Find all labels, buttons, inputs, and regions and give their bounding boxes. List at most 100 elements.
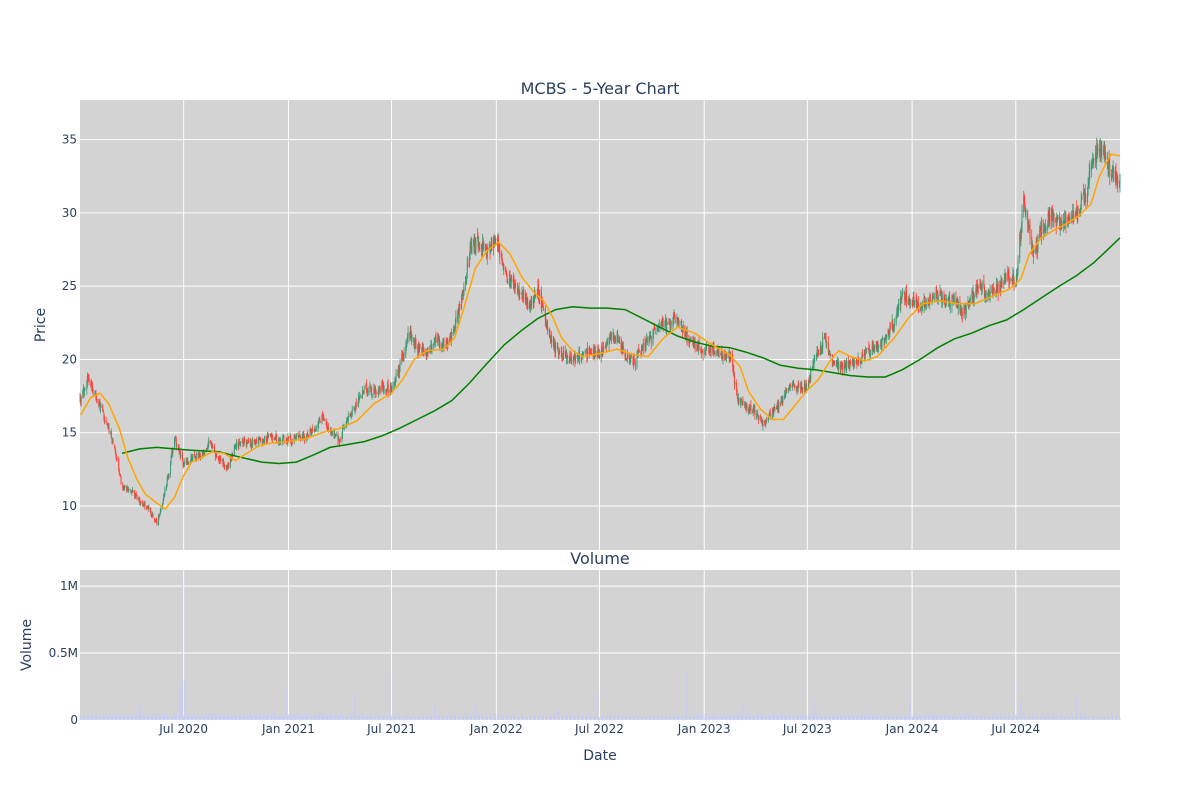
volume-bar <box>883 716 885 720</box>
volume-bar <box>634 717 636 720</box>
candle-body <box>409 332 411 338</box>
candle-body <box>293 435 295 441</box>
candle-body <box>633 357 635 364</box>
candle-body <box>262 441 264 443</box>
volume-bar <box>355 715 357 720</box>
candle-body <box>708 346 710 352</box>
volume-bar <box>676 713 678 720</box>
candle-body <box>264 436 266 442</box>
volume-bar <box>485 713 487 720</box>
volume-bar <box>354 693 356 720</box>
volume-bar <box>601 717 603 720</box>
candle-body <box>1015 275 1017 285</box>
candle-body <box>552 340 554 343</box>
volume-bar <box>730 715 731 720</box>
volume-bar <box>945 714 947 720</box>
volume-bar <box>354 693 355 720</box>
candle-body <box>1065 215 1067 226</box>
volume-bar <box>868 716 870 720</box>
volume-bar <box>146 713 148 720</box>
candle-body <box>888 329 890 335</box>
volume-bar <box>972 714 973 720</box>
candle-body <box>694 342 696 350</box>
candle-body <box>577 356 579 362</box>
candle-body <box>1031 246 1033 250</box>
volume-bar <box>973 715 975 720</box>
candle-body <box>379 386 381 388</box>
volume-bar <box>673 716 674 720</box>
volume-bar <box>285 689 287 720</box>
volume-bar <box>375 717 376 720</box>
candle-body <box>453 328 455 334</box>
candle-body <box>649 336 651 341</box>
candle-body <box>889 326 891 335</box>
volume-bar <box>1112 716 1113 720</box>
volume-bar <box>414 717 416 720</box>
candle-body <box>674 319 676 324</box>
candle-body <box>809 379 811 380</box>
volume-bar <box>371 715 373 720</box>
candle-body <box>753 408 755 412</box>
volume-bar <box>182 717 184 720</box>
candle-body <box>323 419 325 421</box>
candle-body <box>960 308 962 314</box>
candle-body <box>973 291 975 301</box>
candle-body <box>110 432 112 435</box>
volume-bar <box>341 714 343 720</box>
candle-body <box>573 354 575 358</box>
volume-bar <box>278 716 280 720</box>
candle-body <box>642 349 644 351</box>
candle-body <box>211 443 213 448</box>
volume-bar <box>773 717 775 720</box>
candle-body <box>319 417 321 422</box>
candle-body <box>1080 208 1082 212</box>
candle-body <box>346 417 348 422</box>
volume-bar <box>858 713 859 720</box>
candle-body <box>852 360 854 366</box>
candle-body <box>884 338 886 344</box>
candle-body <box>957 301 959 308</box>
candle-body <box>937 297 939 302</box>
volume-bar <box>1003 713 1005 720</box>
volume-bar <box>274 715 276 720</box>
volume-bar <box>309 713 311 720</box>
candle-body <box>135 494 137 496</box>
candle-body <box>642 342 644 349</box>
volume-bar <box>142 714 144 720</box>
candle-body <box>521 293 523 295</box>
volume-bar <box>130 714 132 720</box>
candle-body <box>358 397 360 406</box>
volume-bar <box>397 713 399 720</box>
candle-body <box>545 321 547 325</box>
volume-bar <box>826 717 828 720</box>
volume-bar <box>1097 715 1099 720</box>
candle-body <box>892 322 894 329</box>
volume-bar <box>710 716 712 720</box>
volume-bar <box>1029 713 1030 720</box>
volume-bar <box>289 716 291 720</box>
candle-body <box>845 364 847 369</box>
volume-bar <box>741 715 743 720</box>
volume-bar <box>178 717 180 720</box>
candle-body <box>386 389 388 393</box>
volume-bar <box>306 713 308 720</box>
candle-body <box>895 316 897 324</box>
volume-bar <box>234 713 236 720</box>
volume-bar <box>776 713 778 720</box>
candle-body <box>721 357 723 360</box>
volume-bar <box>343 716 345 720</box>
volume-bar <box>274 716 276 720</box>
volume-bar <box>1055 716 1057 720</box>
volume-bar <box>1115 713 1117 720</box>
volume-bar <box>383 716 385 720</box>
volume-bar <box>1063 717 1065 720</box>
candle-body <box>103 413 105 419</box>
candle-body <box>709 351 711 353</box>
candle-body <box>1085 200 1087 202</box>
volume-bar <box>1056 716 1058 720</box>
candle-body <box>997 283 999 291</box>
volume-bar <box>214 713 216 720</box>
candle-body <box>892 327 894 329</box>
volume-bar <box>736 714 738 720</box>
volume-bar <box>80 716 81 720</box>
